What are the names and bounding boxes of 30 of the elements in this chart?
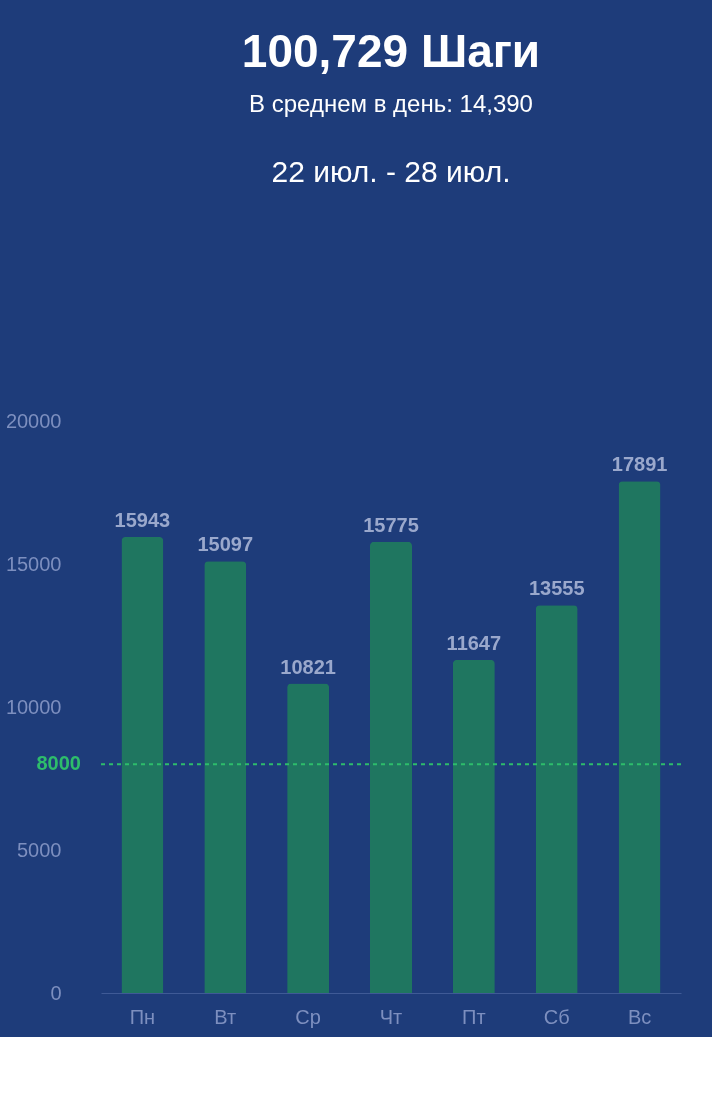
ref-line-label: 8000 bbox=[36, 752, 81, 775]
y-tick-label: 0 bbox=[50, 981, 62, 1004]
bar bbox=[535, 605, 578, 993]
x-tick-label: Ср bbox=[295, 1005, 321, 1028]
chart-title: 100,729 Шаги bbox=[241, 25, 541, 77]
chart-subtitle: В среднем в день: 14,390 bbox=[249, 90, 533, 117]
bar bbox=[287, 683, 330, 993]
data-label: 15943 bbox=[114, 509, 171, 532]
data-label: 17891 bbox=[611, 453, 668, 476]
y-tick-label: 5000 bbox=[17, 838, 62, 861]
data-label: 15775 bbox=[363, 513, 419, 536]
bar bbox=[618, 481, 661, 993]
y-tick-label: 20000 bbox=[5, 409, 62, 432]
x-tick-label: Сб bbox=[543, 1005, 570, 1028]
y-tick-label: 15000 bbox=[5, 552, 62, 575]
data-label: 13555 bbox=[528, 577, 585, 600]
x-tick-label: Чт bbox=[379, 1005, 403, 1028]
bar bbox=[121, 537, 164, 993]
x-tick-label: Пн bbox=[129, 1005, 156, 1028]
bar bbox=[204, 561, 247, 993]
data-label: 11647 bbox=[446, 631, 502, 654]
bar bbox=[370, 541, 412, 993]
y-tick-label: 10000 bbox=[5, 695, 62, 718]
x-tick-label: Пт bbox=[462, 1005, 486, 1028]
x-tick-label: Вт bbox=[214, 1005, 237, 1028]
text: 22 июл. - 28 июл. bbox=[271, 155, 511, 188]
data-label: 15097 bbox=[197, 533, 254, 556]
data-label: 10821 bbox=[280, 655, 336, 678]
bar bbox=[452, 659, 495, 993]
x-tick-label: Вс bbox=[627, 1005, 652, 1028]
